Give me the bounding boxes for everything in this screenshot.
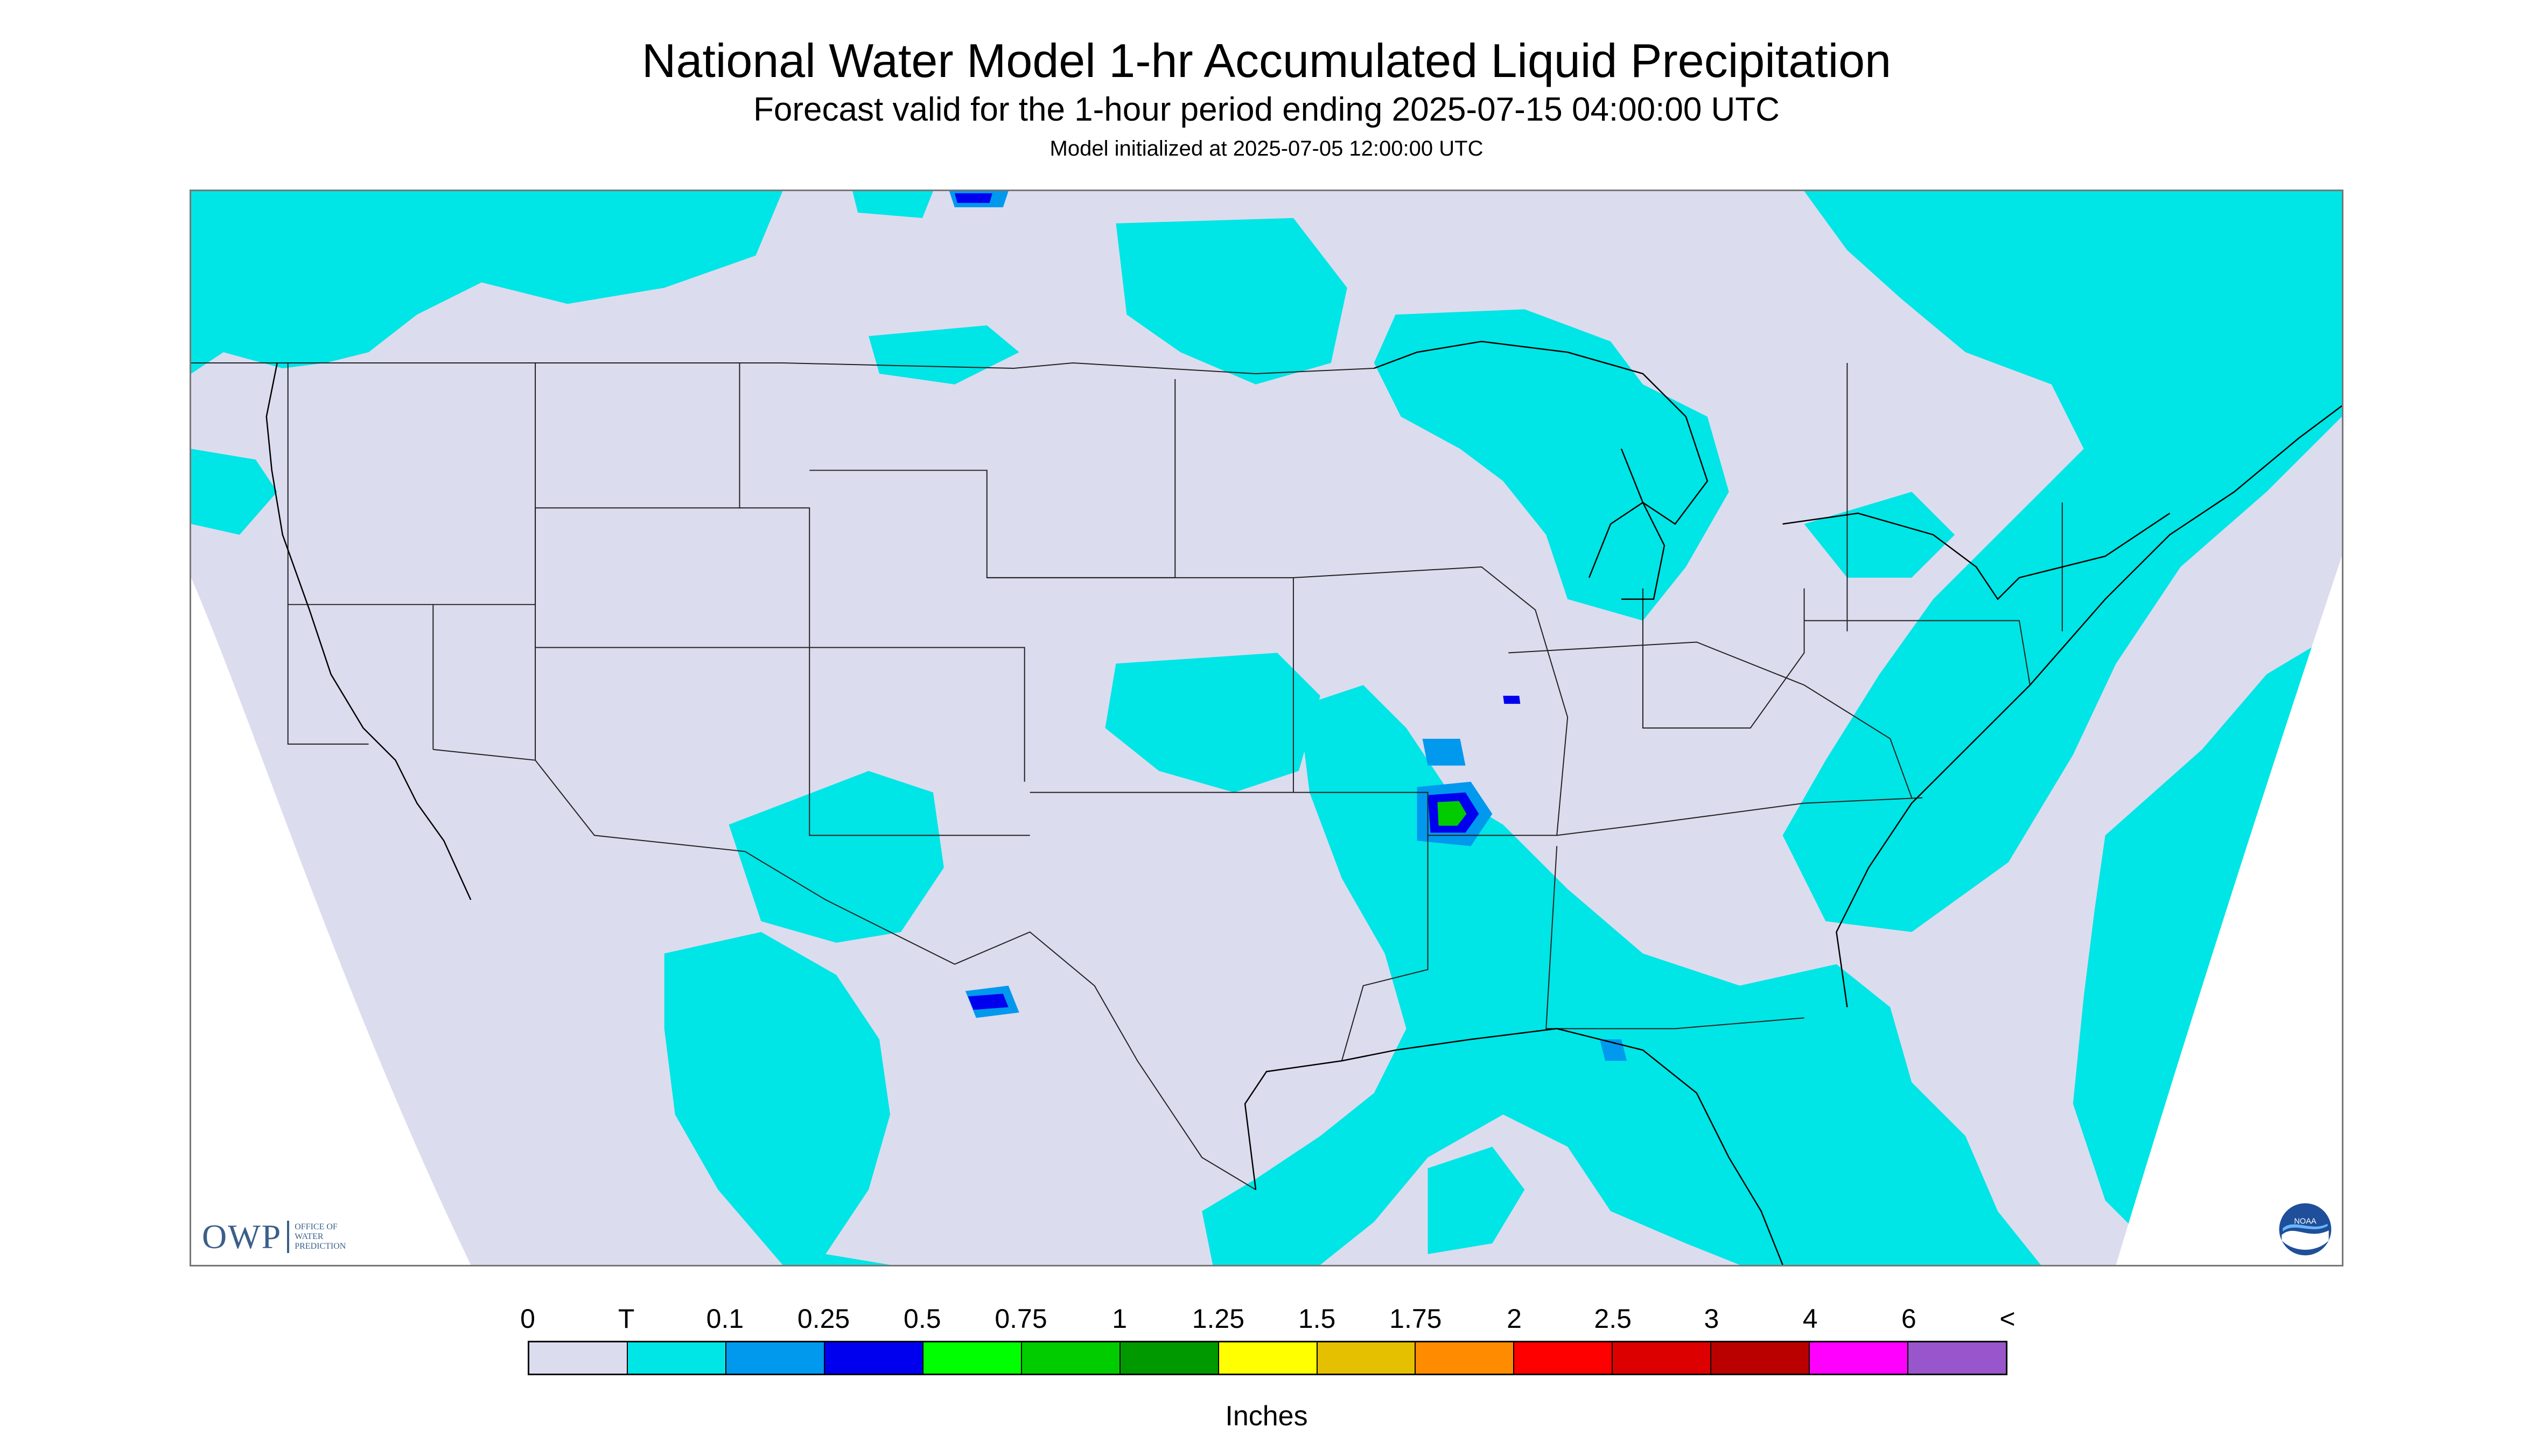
legend-label: 1.75 [1389,1304,1442,1334]
legend-swatch [1416,1342,1515,1374]
precip-heavy-area [1437,801,1467,826]
legend-swatch [1711,1342,1810,1374]
legend-label: 3 [1704,1304,1719,1334]
legend-label: 0.25 [797,1304,850,1334]
legend-swatch [1908,1342,2006,1374]
map-mask-right [2116,556,2342,1265]
legend-label: 2.5 [1594,1304,1632,1334]
owp-logo-icon: OWP Office of Water Prediction [202,1216,359,1257]
legend-label: 6 [1901,1304,1916,1334]
legend-labels: 0 T 0.1 0.25 0.5 0.75 1 1.25 1.5 1.75 2 2.5 3 4 6 < [520,1303,2016,1341]
legend-label: 0.5 [904,1304,941,1334]
noaa-logo-icon: NOAA [2277,1201,2333,1257]
legend-swatch [1021,1342,1121,1374]
noaa-logo-text: NOAA [2294,1217,2317,1226]
legend-label: 0.75 [995,1304,1047,1334]
legend-swatch [1514,1342,1613,1374]
owp-logo-text: OWP [202,1217,282,1256]
legend-swatch [627,1342,726,1374]
legend-units-label: Inches [1225,1401,1308,1432]
map-canvas [191,191,2342,1265]
owp-logo-subtext: Office of Water Prediction [295,1222,346,1251]
legend-label: 0.1 [706,1304,744,1334]
political-boundaries [191,362,2063,1191]
map-title: National Water Model 1-hr Accumulated Li… [641,34,1892,87]
legend-label: 4 [1802,1304,1818,1334]
legend-label: < [1999,1304,2016,1334]
legend-swatch [1810,1342,1909,1374]
legend-swatch [529,1342,628,1374]
legend-label: 1.5 [1298,1304,1336,1334]
legend-swatch [923,1342,1022,1374]
legend-label: 2 [1507,1304,1522,1334]
legend-swatch [1613,1342,1712,1374]
legend-swatch [824,1342,923,1374]
color-legend: 0 T 0.1 0.25 0.5 0.75 1 1.25 1.5 1.75 2 2.5 3 4 6 < [520,1303,2016,1375]
legend-label: 1 [1112,1304,1128,1334]
legend-swatch [726,1342,825,1374]
map-mask-left [191,577,471,1265]
legend-label: T [618,1304,635,1334]
owp-logo-divider [287,1221,290,1253]
legend-swatch [1219,1342,1318,1374]
legend-swatch [1120,1342,1219,1374]
map-subtitle: Forecast valid for the 1-hour period end… [753,91,1780,128]
precipitation-map: OWP Office of Water Prediction NOAA [190,190,2343,1266]
legend-swatch [1317,1342,1416,1374]
legend-color-bar [528,1341,2007,1375]
coastline [265,340,2342,1265]
legend-label: 0 [520,1304,535,1334]
legend-label: 1.25 [1192,1304,1245,1334]
model-init-line: Model initialized at 2025-07-05 12:00:00… [1049,137,1484,160]
